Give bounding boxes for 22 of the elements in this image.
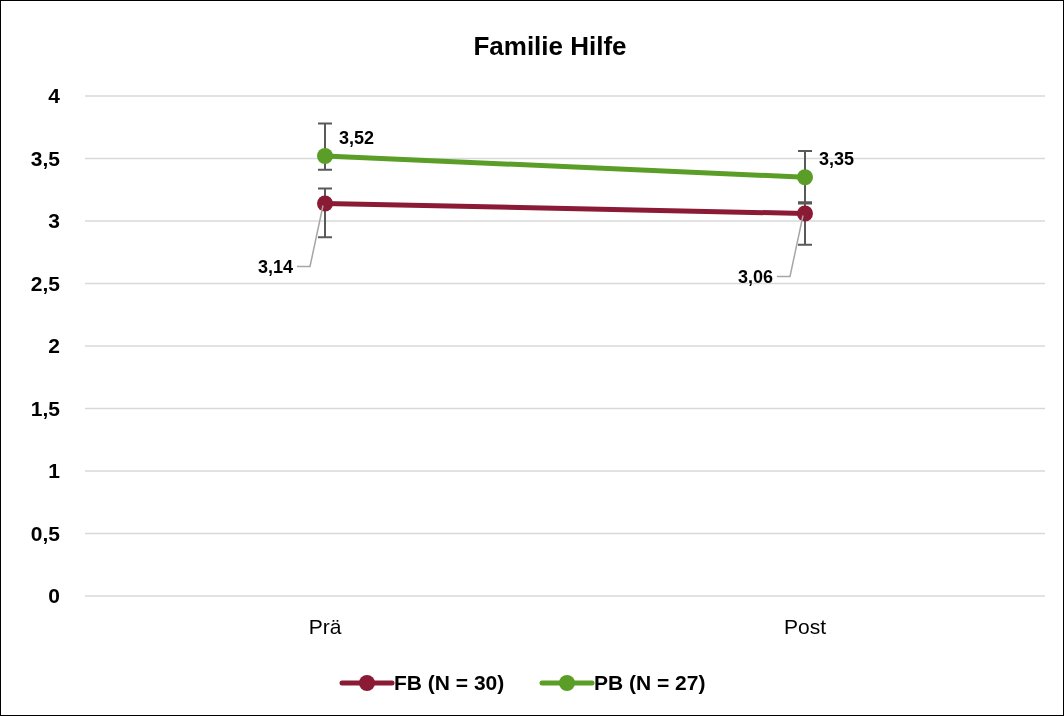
data-label: 3,52 xyxy=(339,128,375,148)
y-tick-label: 0 xyxy=(48,584,60,608)
x-tick-label: Post xyxy=(783,615,827,638)
point xyxy=(317,195,333,212)
y-tick-label: 2 xyxy=(48,334,60,358)
data-label: 3,35 xyxy=(819,149,855,170)
legend-label: PB (N = 27) xyxy=(594,671,706,695)
y-tick-label: 2,5 xyxy=(30,271,61,295)
y-tick-label: 0,5 xyxy=(30,521,61,545)
point xyxy=(797,205,813,222)
y-tick-label: 3,5 xyxy=(30,146,61,170)
y-tick-label: 1,5 xyxy=(30,396,61,420)
y-tick-label: 4 xyxy=(48,84,61,108)
y-tick-label: 3 xyxy=(48,209,60,233)
data-label: 3,14 xyxy=(257,256,293,277)
chart-title: Familie Hilfe xyxy=(473,31,627,61)
y-tick-label: 1 xyxy=(48,459,61,483)
legend-label: FB (N = 30) xyxy=(394,671,505,695)
data-label: 3,06 xyxy=(737,266,773,287)
point xyxy=(317,148,333,164)
x-tick-label: Prä xyxy=(308,615,342,638)
point xyxy=(797,169,813,186)
